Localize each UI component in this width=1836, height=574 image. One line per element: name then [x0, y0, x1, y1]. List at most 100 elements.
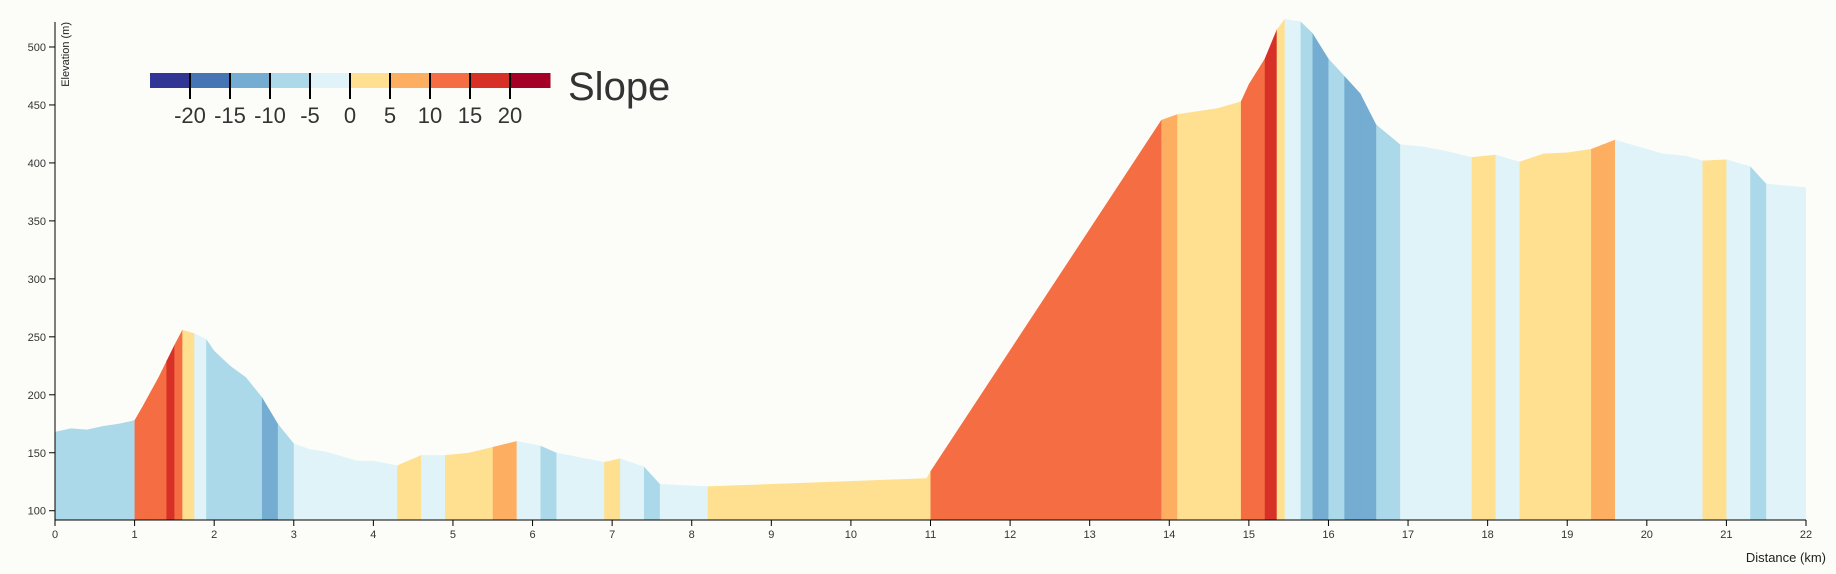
- slope-colored-profile-area: [55, 19, 1806, 520]
- slope-band: [1567, 19, 1592, 520]
- slope-band: [214, 19, 231, 520]
- slope-band: [1344, 19, 1361, 520]
- slope-band: [1177, 19, 1194, 520]
- slope-band: [1543, 19, 1568, 520]
- slope-band: [397, 19, 422, 520]
- y-tick-label: 500: [28, 42, 46, 54]
- slope-band: [1376, 19, 1401, 520]
- x-axis: 0 1 2 3 4 5 6 7 8 9 10 11 12 13 14 15 16 17 18 19 20 21 22: [52, 519, 1812, 541]
- slope-band: [516, 19, 542, 520]
- slope-band: [1638, 19, 1664, 520]
- legend-color-swatch: [150, 73, 191, 88]
- legend-color-swatch: [190, 73, 231, 88]
- slope-band: [1726, 19, 1751, 520]
- slope-band: [1686, 19, 1704, 520]
- slope-band: [1240, 19, 1250, 520]
- slope-band: [182, 19, 195, 520]
- x-tick-label: 1: [132, 529, 138, 541]
- y-tick-label: 450: [28, 100, 46, 112]
- x-tick-label: 8: [689, 529, 695, 541]
- y-axis: 100 150 200 250 300 350 400 450 500: [28, 22, 56, 520]
- slope-band: [150, 19, 168, 520]
- slope-band: [683, 19, 709, 520]
- x-tick-label: 12: [1004, 529, 1016, 541]
- slope-band: [194, 19, 207, 520]
- slope-band: [1662, 19, 1688, 520]
- slope-band: [1300, 19, 1314, 520]
- slope-band: [206, 19, 215, 520]
- legend-tick-label: -10: [254, 103, 286, 128]
- x-tick-label: 17: [1402, 529, 1414, 541]
- x-tick-label: 19: [1561, 529, 1573, 541]
- slope-band: [325, 19, 343, 520]
- slope-band: [293, 19, 311, 520]
- legend-color-swatch: [510, 73, 551, 88]
- y-tick-label: 100: [28, 506, 46, 518]
- x-axis-title: Distance (km): [1746, 550, 1826, 565]
- legend-tick-label: -5: [300, 103, 320, 128]
- slope-band: [230, 19, 247, 520]
- slope-band: [1161, 19, 1178, 520]
- slope-band: [1312, 19, 1330, 520]
- x-tick-label: 5: [450, 529, 456, 541]
- legend-color-swatch: [230, 73, 271, 88]
- slope-band: [1264, 19, 1278, 520]
- slope-band: [1750, 19, 1767, 520]
- slope-band: [1276, 19, 1286, 520]
- x-tick-label: 6: [529, 529, 535, 541]
- legend-color-swatch: [270, 73, 311, 88]
- slope-band: [1519, 19, 1544, 520]
- y-tick-label: 400: [28, 158, 46, 170]
- y-tick-label: 150: [28, 448, 46, 460]
- x-tick-label: 2: [211, 529, 217, 541]
- slope-band: [1495, 19, 1521, 520]
- slope-band: [1217, 19, 1242, 520]
- slope-band: [930, 19, 1162, 520]
- slope-band: [1591, 19, 1616, 520]
- x-tick-label: 22: [1800, 529, 1812, 541]
- slope-band: [1423, 19, 1449, 520]
- x-tick-label: 20: [1641, 529, 1653, 541]
- slope-band: [1471, 19, 1497, 520]
- x-tick-label: 4: [370, 529, 376, 541]
- x-tick-label: 15: [1243, 529, 1255, 541]
- slope-band: [1400, 19, 1425, 520]
- legend-tick-label: -20: [174, 103, 206, 128]
- slope-legend: -20 -15 -10 -5 0 5 10 15 20 Slope: [150, 65, 670, 128]
- legend-tick-label: 5: [384, 103, 396, 128]
- x-tick-label: 21: [1720, 529, 1732, 541]
- slope-band: [373, 19, 398, 520]
- x-tick-label: 0: [52, 529, 58, 541]
- slope-band: [540, 19, 558, 520]
- legend-color-swatch: [390, 73, 431, 88]
- legend-tick-label: 20: [498, 103, 522, 128]
- y-tick-label: 350: [28, 216, 46, 228]
- y-tick-label: 300: [28, 274, 46, 286]
- legend-tick-label: 0: [344, 103, 356, 128]
- slope-band: [1328, 19, 1345, 520]
- legend-tick-label: 10: [418, 103, 442, 128]
- slope-band: [55, 19, 136, 520]
- x-tick-label: 10: [845, 529, 857, 541]
- x-tick-label: 14: [1163, 529, 1175, 541]
- y-tick-label: 200: [28, 390, 46, 402]
- slope-band: [1702, 19, 1728, 520]
- slope-band: [707, 19, 928, 520]
- slope-band: [246, 19, 263, 520]
- x-tick-label: 9: [768, 529, 774, 541]
- slope-band: [309, 19, 327, 520]
- slope-band: [1447, 19, 1473, 520]
- x-tick-label: 11: [925, 529, 936, 541]
- slope-band: [1284, 19, 1302, 520]
- slope-band: [926, 19, 932, 520]
- slope-band: [421, 19, 446, 520]
- x-tick-label: 18: [1482, 529, 1494, 541]
- slope-band: [1193, 19, 1218, 520]
- legend-tick-label: 15: [458, 103, 482, 128]
- slope-band: [277, 19, 295, 520]
- legend-color-swatch: [350, 73, 391, 88]
- x-tick-label: 3: [291, 529, 297, 541]
- slope-band: [174, 19, 183, 520]
- slope-band: [445, 19, 470, 520]
